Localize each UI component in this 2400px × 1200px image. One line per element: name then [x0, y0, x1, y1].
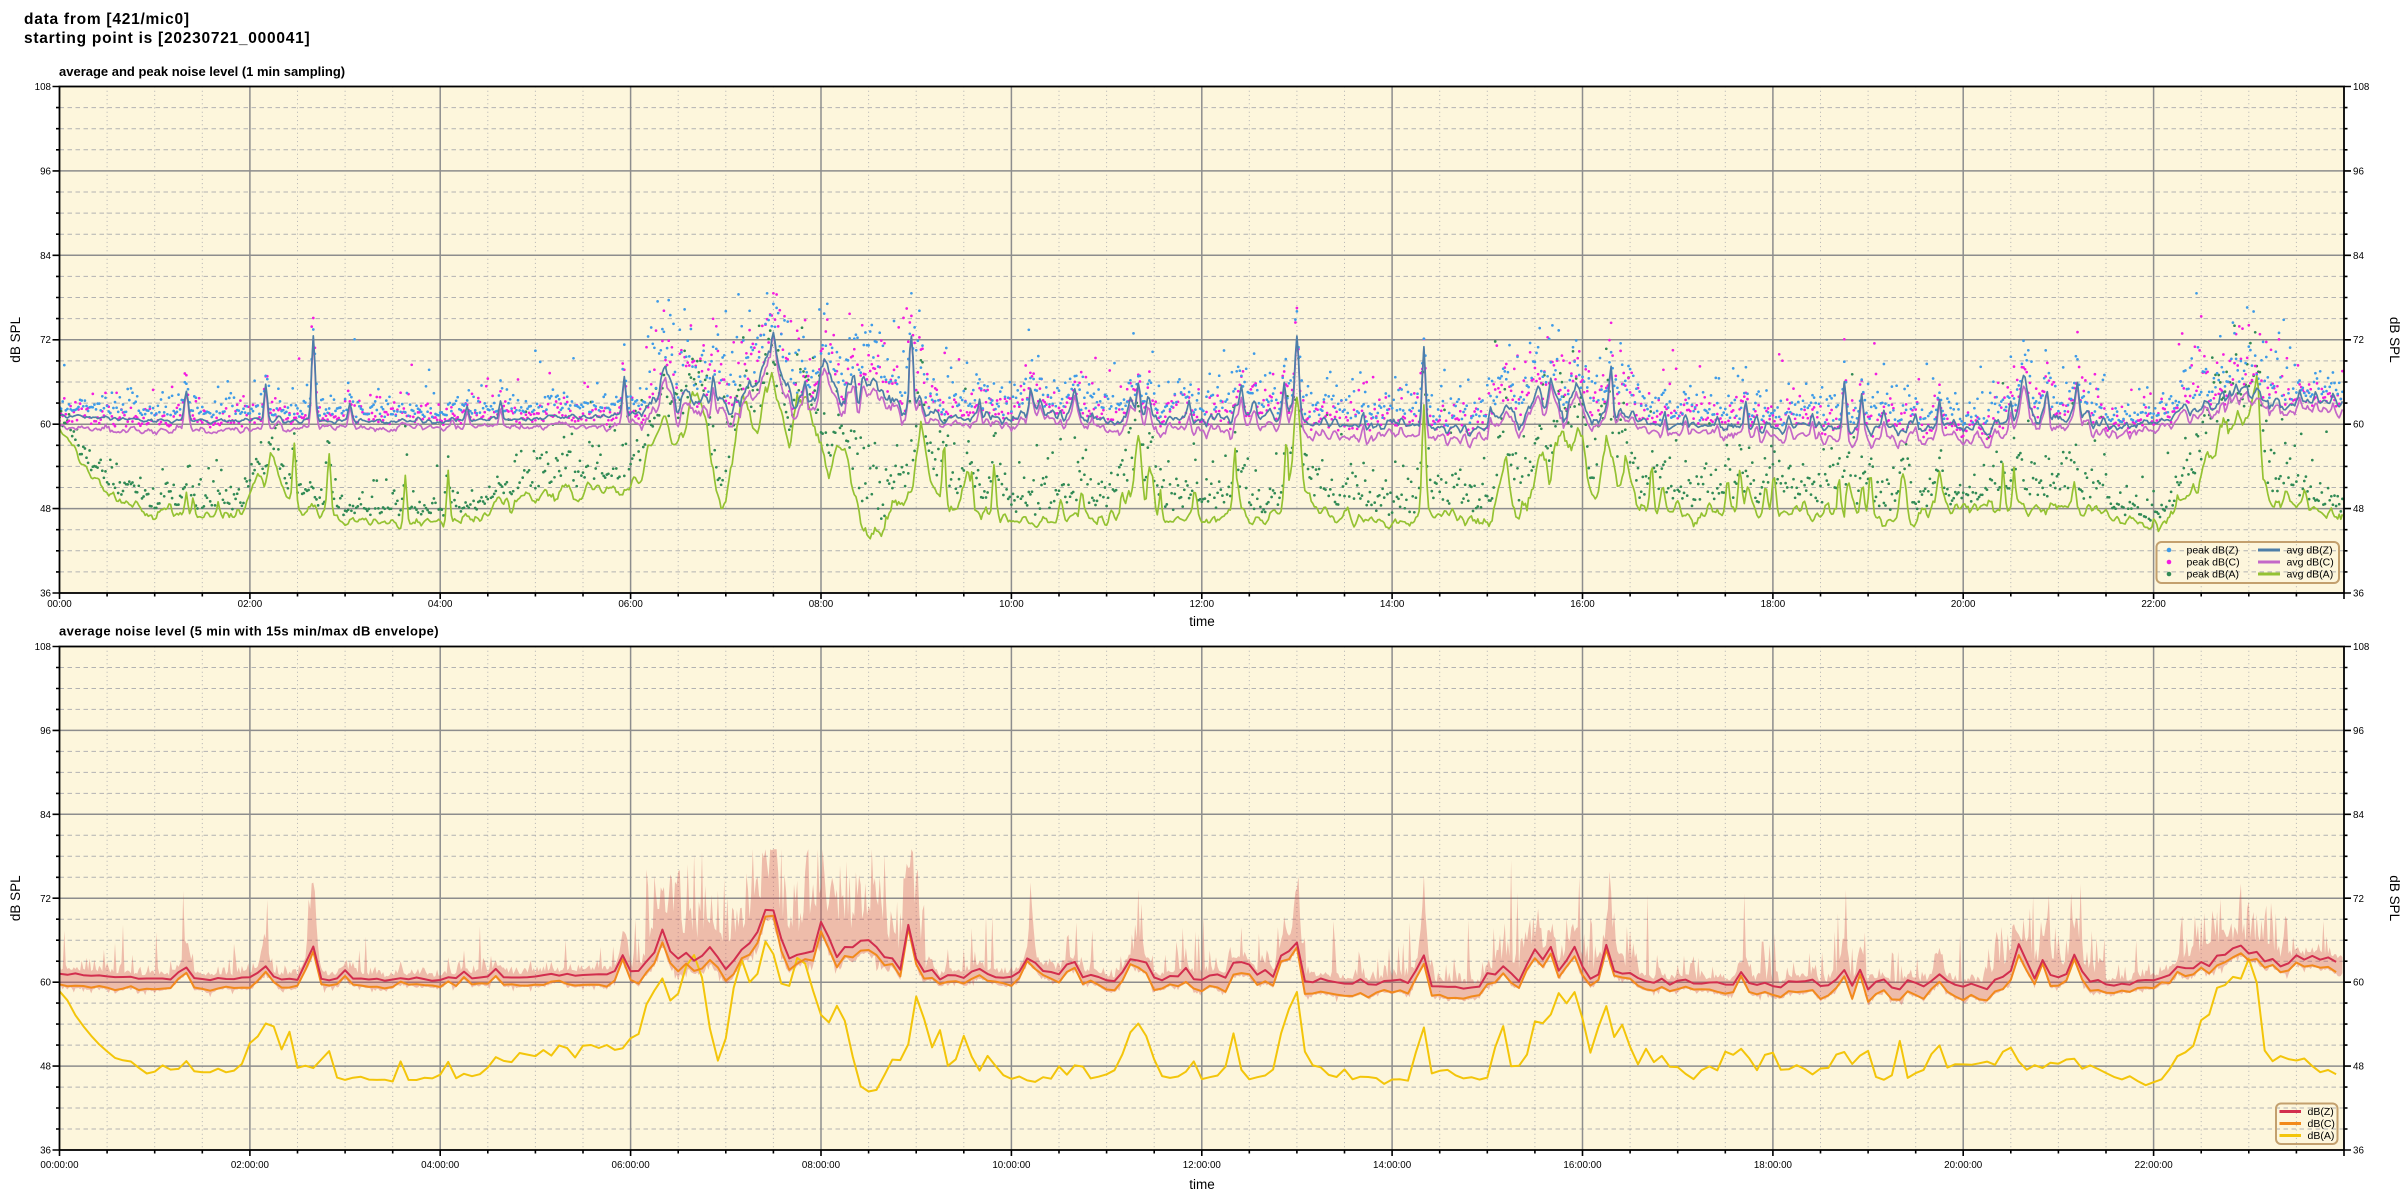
svg-text:00:00: 00:00 — [47, 599, 72, 610]
svg-text:06:00:00: 06:00:00 — [612, 1160, 651, 1171]
svg-text:72: 72 — [40, 894, 51, 905]
svg-text:06:00: 06:00 — [618, 599, 643, 610]
svg-text:96: 96 — [40, 166, 51, 177]
svg-text:84: 84 — [2353, 810, 2364, 821]
svg-text:108: 108 — [2353, 82, 2370, 93]
svg-text:04:00: 04:00 — [428, 599, 453, 610]
svg-text:00:00:00: 00:00:00 — [40, 1160, 79, 1171]
svg-text:14:00: 14:00 — [1380, 599, 1405, 610]
svg-text:peak dB(C): peak dB(C) — [2187, 557, 2240, 569]
svg-text:12:00: 12:00 — [1190, 599, 1215, 610]
svg-text:36: 36 — [40, 1146, 51, 1157]
svg-text:average and peak noise level (: average and peak noise level (1 min samp… — [59, 64, 345, 79]
svg-text:data from [421/mic0]: data from [421/mic0] — [24, 11, 190, 28]
svg-text:avg dB(A): avg dB(A) — [2287, 569, 2334, 581]
svg-text:48: 48 — [2353, 504, 2364, 515]
svg-text:72: 72 — [40, 335, 51, 346]
svg-text:20:00:00: 20:00:00 — [1944, 1160, 1983, 1171]
svg-text:peak dB(A): peak dB(A) — [2187, 569, 2240, 581]
svg-text:08:00:00: 08:00:00 — [802, 1160, 841, 1171]
svg-text:peak dB(Z): peak dB(Z) — [2187, 545, 2239, 557]
svg-text:60: 60 — [2353, 420, 2364, 431]
svg-text:18:00:00: 18:00:00 — [1754, 1160, 1793, 1171]
svg-text:96: 96 — [2353, 726, 2364, 737]
svg-text:60: 60 — [40, 420, 51, 431]
svg-text:dB(Z): dB(Z) — [2308, 1106, 2334, 1118]
svg-text:22:00:00: 22:00:00 — [2135, 1160, 2174, 1171]
svg-text:time: time — [1189, 614, 1215, 629]
svg-text:dB SPL: dB SPL — [8, 316, 23, 362]
svg-text:108: 108 — [35, 82, 52, 93]
svg-text:36: 36 — [2353, 1146, 2364, 1157]
svg-text:72: 72 — [2353, 894, 2364, 905]
svg-text:22:00: 22:00 — [2141, 599, 2166, 610]
svg-text:20:00: 20:00 — [1951, 599, 1976, 610]
svg-text:16:00:00: 16:00:00 — [1563, 1160, 1602, 1171]
svg-text:84: 84 — [40, 251, 51, 262]
svg-text:108: 108 — [35, 642, 52, 653]
svg-text:dB(C): dB(C) — [2308, 1118, 2335, 1130]
svg-text:96: 96 — [2353, 166, 2364, 177]
svg-text:60: 60 — [40, 978, 51, 989]
svg-text:48: 48 — [40, 1062, 51, 1073]
svg-text:average noise level (5 min wit: average noise level (5 min with 15s min/… — [59, 624, 439, 639]
svg-text:dB(A): dB(A) — [2308, 1130, 2335, 1142]
svg-text:108: 108 — [2353, 642, 2370, 653]
svg-text:72: 72 — [2353, 335, 2364, 346]
svg-text:16:00: 16:00 — [1570, 599, 1595, 610]
svg-text:60: 60 — [2353, 978, 2364, 989]
svg-text:14:00:00: 14:00:00 — [1373, 1160, 1412, 1171]
svg-text:84: 84 — [2353, 251, 2364, 262]
svg-text:84: 84 — [40, 810, 51, 821]
svg-text:48: 48 — [40, 504, 51, 515]
svg-text:48: 48 — [2353, 1062, 2364, 1073]
svg-text:time: time — [1189, 1177, 1215, 1192]
svg-text:avg dB(C): avg dB(C) — [2287, 557, 2334, 569]
svg-text:starting point is [20230721_00: starting point is [20230721_000041] — [24, 30, 310, 47]
svg-text:02:00:00: 02:00:00 — [231, 1160, 270, 1171]
svg-text:dB SPL: dB SPL — [2387, 875, 2400, 921]
svg-text:10:00:00: 10:00:00 — [992, 1160, 1031, 1171]
svg-text:18:00: 18:00 — [1761, 599, 1786, 610]
svg-text:36: 36 — [40, 589, 51, 600]
svg-text:dB SPL: dB SPL — [8, 875, 23, 921]
svg-text:10:00: 10:00 — [999, 599, 1024, 610]
svg-text:08:00: 08:00 — [809, 599, 834, 610]
svg-text:dB SPL: dB SPL — [2387, 317, 2400, 363]
svg-text:96: 96 — [40, 726, 51, 737]
svg-text:36: 36 — [2353, 589, 2364, 600]
svg-text:12:00:00: 12:00:00 — [1183, 1160, 1222, 1171]
svg-text:02:00: 02:00 — [238, 599, 263, 610]
svg-text:04:00:00: 04:00:00 — [421, 1160, 460, 1171]
svg-text:avg dB(Z): avg dB(Z) — [2287, 545, 2333, 557]
